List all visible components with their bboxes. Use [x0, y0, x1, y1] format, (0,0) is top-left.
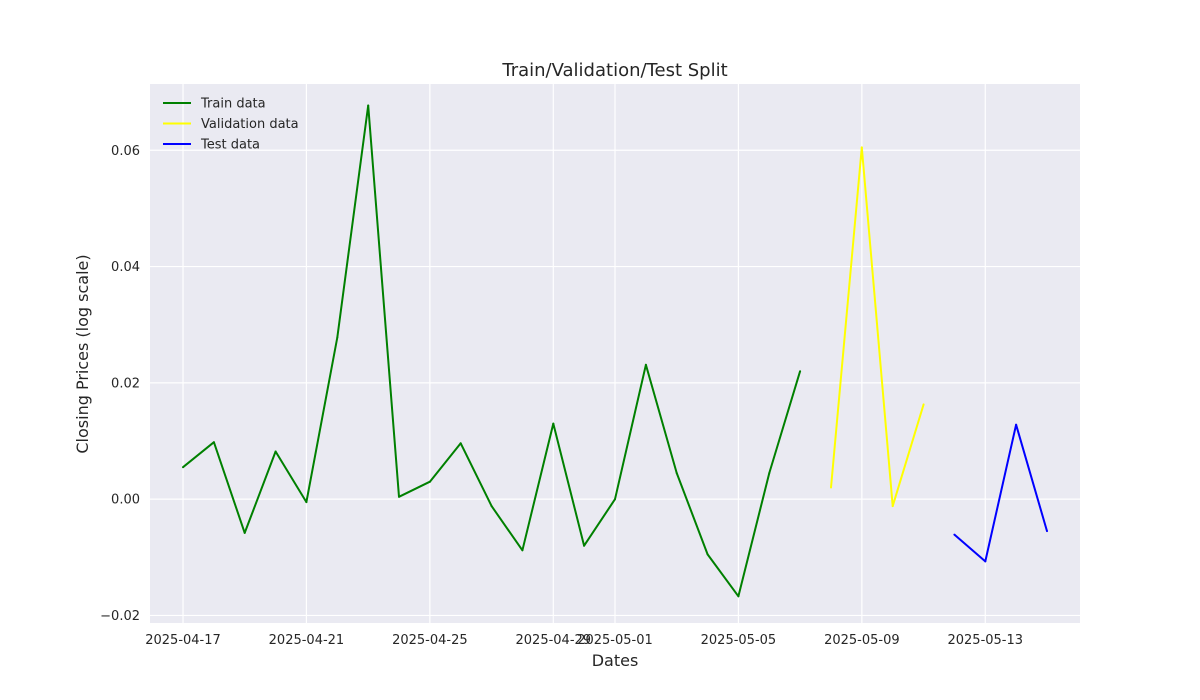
data-point — [891, 505, 894, 508]
x-tick-label: 2025-04-25 — [392, 633, 468, 648]
data-point — [182, 466, 184, 469]
data-point — [1046, 530, 1048, 533]
chart-title: Train/Validation/Test Split — [501, 60, 727, 81]
x-tick-label: 2025-05-01 — [577, 633, 653, 648]
data-point — [799, 370, 802, 373]
y-tick-label: 0.02 — [111, 376, 140, 391]
y-tick-label: 0.06 — [111, 144, 140, 159]
data-point — [428, 480, 431, 483]
x-tick-label: 2025-04-29 — [516, 633, 592, 648]
y-tick-label: 0.04 — [111, 260, 140, 275]
data-point — [459, 442, 462, 445]
data-point — [552, 422, 555, 425]
data-point — [243, 531, 246, 534]
data-point — [1015, 423, 1018, 426]
y-axis: −0.02 0.00 0.02 0.04 0.06 — [100, 144, 140, 624]
legend-label: Test data — [200, 138, 260, 153]
data-point — [984, 560, 987, 563]
series-line-2 — [953, 423, 1048, 563]
series-layer — [182, 104, 1048, 598]
x-tick-label: 2025-05-09 — [824, 633, 900, 648]
x-axis-label: Dates — [592, 651, 639, 670]
data-point — [212, 441, 215, 444]
data-point — [614, 498, 616, 501]
data-point — [398, 495, 400, 498]
y-tick-label: 0.00 — [111, 493, 140, 508]
data-point — [953, 533, 956, 536]
data-point — [644, 363, 647, 366]
legend-label: Validation data — [201, 117, 299, 132]
data-point — [675, 472, 678, 474]
data-point — [305, 501, 308, 504]
y-tick-label: −0.02 — [100, 609, 140, 624]
x-tick-label: 2025-05-13 — [947, 633, 1023, 648]
y-axis-label: Closing Prices (log scale) — [73, 254, 92, 453]
x-tick-label: 2025-04-17 — [145, 633, 221, 648]
data-point — [583, 544, 586, 547]
data-point — [274, 450, 277, 453]
data-point — [922, 403, 925, 406]
data-point — [830, 486, 832, 489]
data-point — [367, 104, 370, 107]
data-point — [490, 505, 493, 508]
x-axis: 2025-04-17 2025-04-21 2025-04-25 2025-04-29… — [145, 633, 1023, 648]
data-point — [706, 553, 709, 556]
x-tick-label: 2025-04-21 — [269, 633, 345, 648]
legend-label: Train data — [200, 97, 266, 112]
series-line-1 — [830, 146, 925, 508]
data-point — [737, 595, 740, 598]
legend: Train data Validation data Test data — [163, 97, 299, 153]
data-point — [860, 146, 863, 149]
x-tick-label: 2025-05-05 — [701, 633, 777, 648]
data-point — [768, 472, 771, 474]
data-point — [521, 549, 524, 552]
data-point — [336, 336, 339, 339]
